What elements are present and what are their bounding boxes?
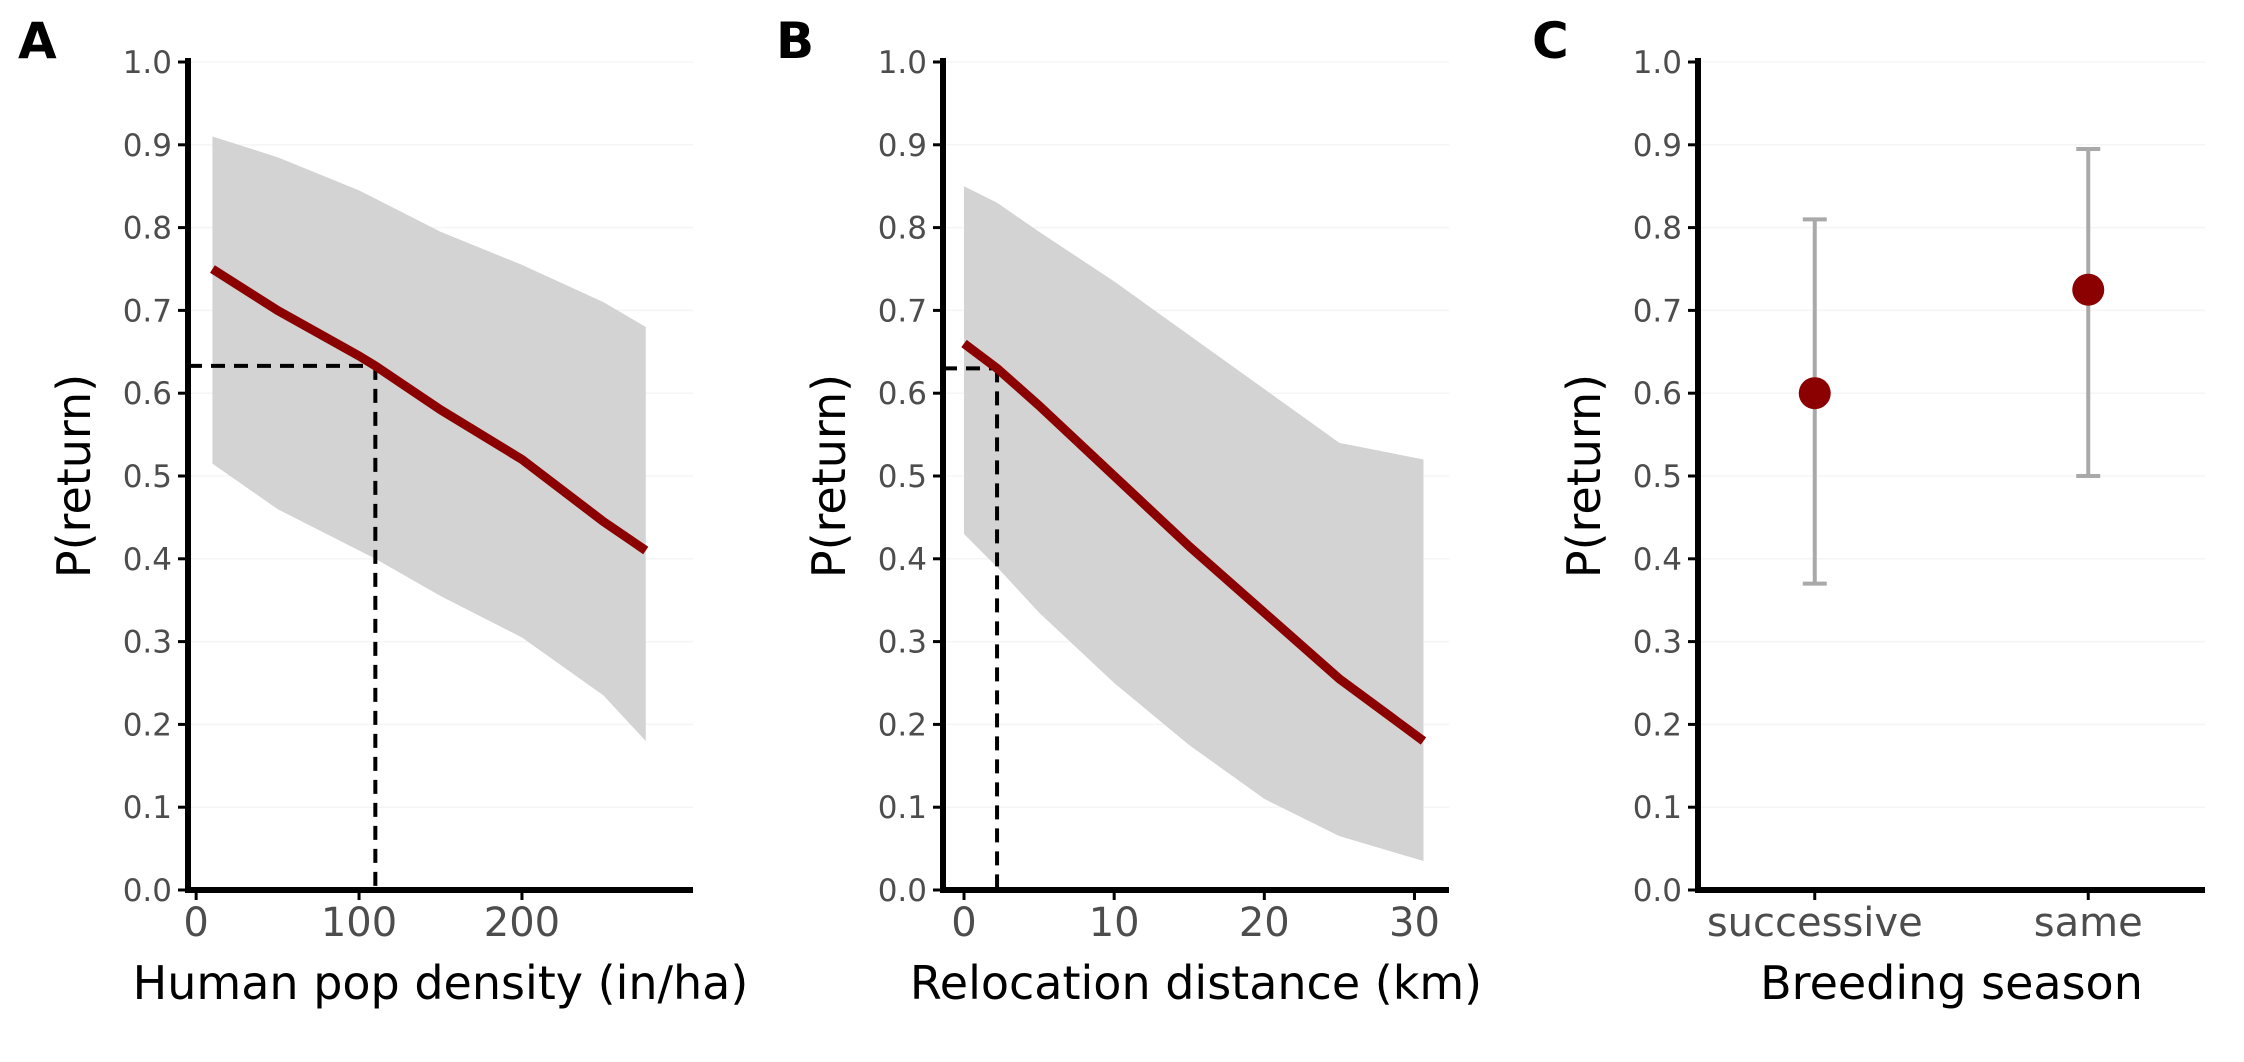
- data-point: [1798, 377, 1831, 410]
- x-tick-label: 100: [321, 900, 397, 946]
- x-axis-title: Breeding season: [1760, 956, 2143, 1010]
- y-tick-label: 1.0: [1633, 45, 1682, 81]
- y-tick-label: 0.5: [1633, 459, 1682, 495]
- x-tick-label: 0: [951, 900, 976, 946]
- y-tick-label: 0.3: [123, 625, 172, 661]
- y-tick-label: 0.0: [1633, 873, 1682, 909]
- y-tick-label: 0.6: [1633, 376, 1682, 412]
- y-tick-label: 0.7: [1633, 293, 1682, 329]
- x-tick-label: 0: [183, 900, 208, 946]
- y-tick-label: 0.0: [878, 873, 927, 909]
- x-tick-label: 30: [1389, 900, 1440, 946]
- y-tick-label: 0.8: [1633, 211, 1682, 247]
- y-tick-label: 1.0: [123, 45, 172, 81]
- y-tick-label: 0.6: [123, 376, 172, 412]
- panel-b: B 0 10 20 30 0.0 0.1 0.2 0.3 0.4 0.5 0.6 0.7 0.8 0.9 1…: [776, 12, 1482, 1010]
- y-tick-label: 0.8: [123, 211, 172, 247]
- y-tick-label: 0.3: [1633, 625, 1682, 661]
- panel-c: C successive same 0.0 0.1 0.2 0.3 0.4 0.5 0.6 0.7…: [1532, 12, 2205, 1010]
- y-tick-label: 0.9: [1633, 128, 1682, 164]
- y-axis-title: P(return): [47, 374, 101, 578]
- confidence-band: [964, 186, 1424, 862]
- y-tick-label: 1.0: [878, 45, 927, 81]
- x-tick-label: 200: [484, 900, 560, 946]
- confidence-band: [212, 136, 646, 741]
- y-tick-label: 0.2: [123, 707, 172, 743]
- y-tick-label: 0.8: [878, 211, 927, 247]
- y-tick-label: 0.9: [123, 128, 172, 164]
- data-point: [2072, 273, 2105, 306]
- y-tick-label: 0.6: [878, 376, 927, 412]
- y-tick-label: 0.5: [123, 459, 172, 495]
- y-tick-label: 0.0: [123, 873, 172, 909]
- y-tick-label: 0.7: [878, 293, 927, 329]
- y-tick-label: 0.1: [1633, 790, 1682, 826]
- x-axis-title: Human pop density (in/ha): [133, 956, 749, 1010]
- y-tick-label: 0.4: [878, 542, 927, 578]
- y-tick-label: 0.5: [878, 459, 927, 495]
- y-tick-label: 0.2: [878, 707, 927, 743]
- fitted-line: [210, 265, 649, 555]
- panel-c-letter: C: [1532, 12, 1569, 70]
- y-tick-label: 0.1: [878, 790, 927, 826]
- x-tick-label: successive: [1707, 900, 1923, 946]
- y-axis-title: P(return): [802, 374, 856, 578]
- y-tick-label: 0.4: [123, 542, 172, 578]
- y-tick-label: 0.4: [1633, 542, 1682, 578]
- y-tick-label: 0.2: [1633, 707, 1682, 743]
- x-tick-label: 20: [1239, 900, 1290, 946]
- y-tick-label: 0.3: [878, 625, 927, 661]
- panel-a-letter: A: [18, 12, 57, 70]
- y-tick-label: 0.9: [878, 128, 927, 164]
- x-tick-label: 10: [1089, 900, 1140, 946]
- y-tick-label: 0.7: [123, 293, 172, 329]
- y-axis-title: P(return): [1557, 374, 1611, 578]
- y-tick-label: 0.1: [123, 790, 172, 826]
- x-tick-label: same: [2034, 900, 2143, 946]
- panel-b-letter: B: [776, 12, 814, 70]
- panel-a: A 0 100 200 0.0 0.1 0.2 0.3 0.4 0.5 0.6 0.7 0.8 0.9 1…: [18, 12, 748, 1010]
- x-axis-title: Relocation distance (km): [910, 956, 1482, 1010]
- fitted-line: [961, 339, 1427, 745]
